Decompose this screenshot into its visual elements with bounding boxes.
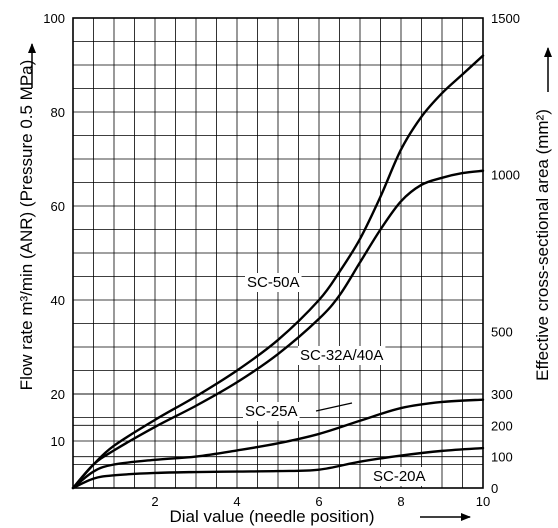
series-line-sc-50a — [71, 54, 485, 490]
y-right-tick-label: 1500 — [491, 11, 520, 26]
x-tick-label: 6 — [315, 494, 322, 509]
series-label-background — [245, 273, 302, 292]
series-label: SC-50A — [247, 274, 300, 291]
y-right-tick-label: 0 — [491, 481, 498, 496]
y-axis-title-left: Flow rate m³/min (ANR) (Pressure 0.5 MPa… — [17, 60, 36, 391]
y-right-tick-label: 1000 — [491, 168, 520, 183]
y-axis-title-right: Effective cross-sectional area (mm²) — [533, 109, 552, 381]
y-left-tick-label: 10 — [51, 434, 65, 449]
x-axis-title: Dial value (needle position) — [169, 507, 374, 526]
x-tick-label: 2 — [151, 494, 158, 509]
y-left-tick-label: 100 — [43, 11, 65, 26]
y-left-tick-labels: 10 20 40 60 80 100 — [43, 11, 65, 449]
y-left-tick-label: 40 — [51, 293, 65, 308]
series-label-background — [371, 467, 428, 486]
series-line-sc-32a-40a — [71, 169, 485, 490]
grid-lines — [73, 18, 483, 488]
series-curves — [71, 54, 485, 490]
y-right-tick-labels: 0 100 200 300 500 1000 1500 — [491, 11, 520, 496]
series-label-leader — [315, 402, 353, 412]
series-label-background — [298, 346, 386, 365]
x-tick-label: 4 — [233, 494, 240, 509]
y-left-tick-label: 60 — [51, 199, 65, 214]
y-left-tick-label: 80 — [51, 105, 65, 120]
series-labels: SC-50A SC-32A/40A SC-25A SC-20A — [243, 273, 428, 486]
y-right-tick-label: 200 — [491, 418, 513, 433]
y-right-tick-label: 300 — [491, 387, 513, 402]
y-left-tick-label: 20 — [51, 387, 65, 402]
x-tick-label: 10 — [476, 494, 490, 509]
series-line-sc-20a — [71, 446, 485, 490]
series-label: SC-32A/40A — [300, 347, 383, 364]
y-right-tick-label: 500 — [491, 324, 513, 339]
x-tick-label: 8 — [397, 494, 404, 509]
x-tick-labels: 2 4 6 8 10 — [151, 494, 490, 509]
series-label-background — [243, 402, 300, 421]
y-right-tick-label: 100 — [491, 450, 513, 465]
series-label: SC-20A — [373, 468, 426, 485]
series-label: SC-25A — [245, 403, 298, 420]
series-line-sc-25a — [71, 398, 485, 490]
plot-frame — [72, 17, 484, 489]
